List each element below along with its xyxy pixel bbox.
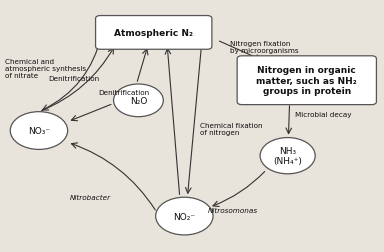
FancyBboxPatch shape [96, 16, 212, 50]
Circle shape [156, 197, 213, 235]
Text: Denitrification: Denitrification [98, 89, 149, 95]
Circle shape [260, 138, 315, 174]
Text: Microbial decay: Microbial decay [295, 112, 352, 118]
Text: Chemical and
atmospheric synthesis
of nitrate: Chemical and atmospheric synthesis of ni… [5, 58, 86, 78]
FancyBboxPatch shape [237, 57, 376, 105]
Circle shape [10, 112, 68, 150]
Text: NH₃
(NH₄⁺): NH₃ (NH₄⁺) [273, 146, 302, 166]
Text: Nitrogen fixation
by microorganisms: Nitrogen fixation by microorganisms [230, 41, 299, 53]
Circle shape [114, 85, 163, 117]
Text: Chemical fixation
of nitrogen: Chemical fixation of nitrogen [200, 122, 262, 135]
Text: Nitrosomonas: Nitrosomonas [207, 207, 257, 213]
Text: N₂O: N₂O [130, 97, 147, 105]
Text: NO₃⁻: NO₃⁻ [28, 127, 50, 136]
Text: Nitrogen in organic
matter, such as NH₂
groups in protein: Nitrogen in organic matter, such as NH₂ … [257, 66, 357, 96]
Text: Atmospheric N₂: Atmospheric N₂ [114, 29, 193, 38]
Text: Nitrobacter: Nitrobacter [70, 195, 111, 200]
Text: Denitrification: Denitrification [48, 75, 99, 81]
Text: NO₂⁻: NO₂⁻ [173, 212, 195, 221]
